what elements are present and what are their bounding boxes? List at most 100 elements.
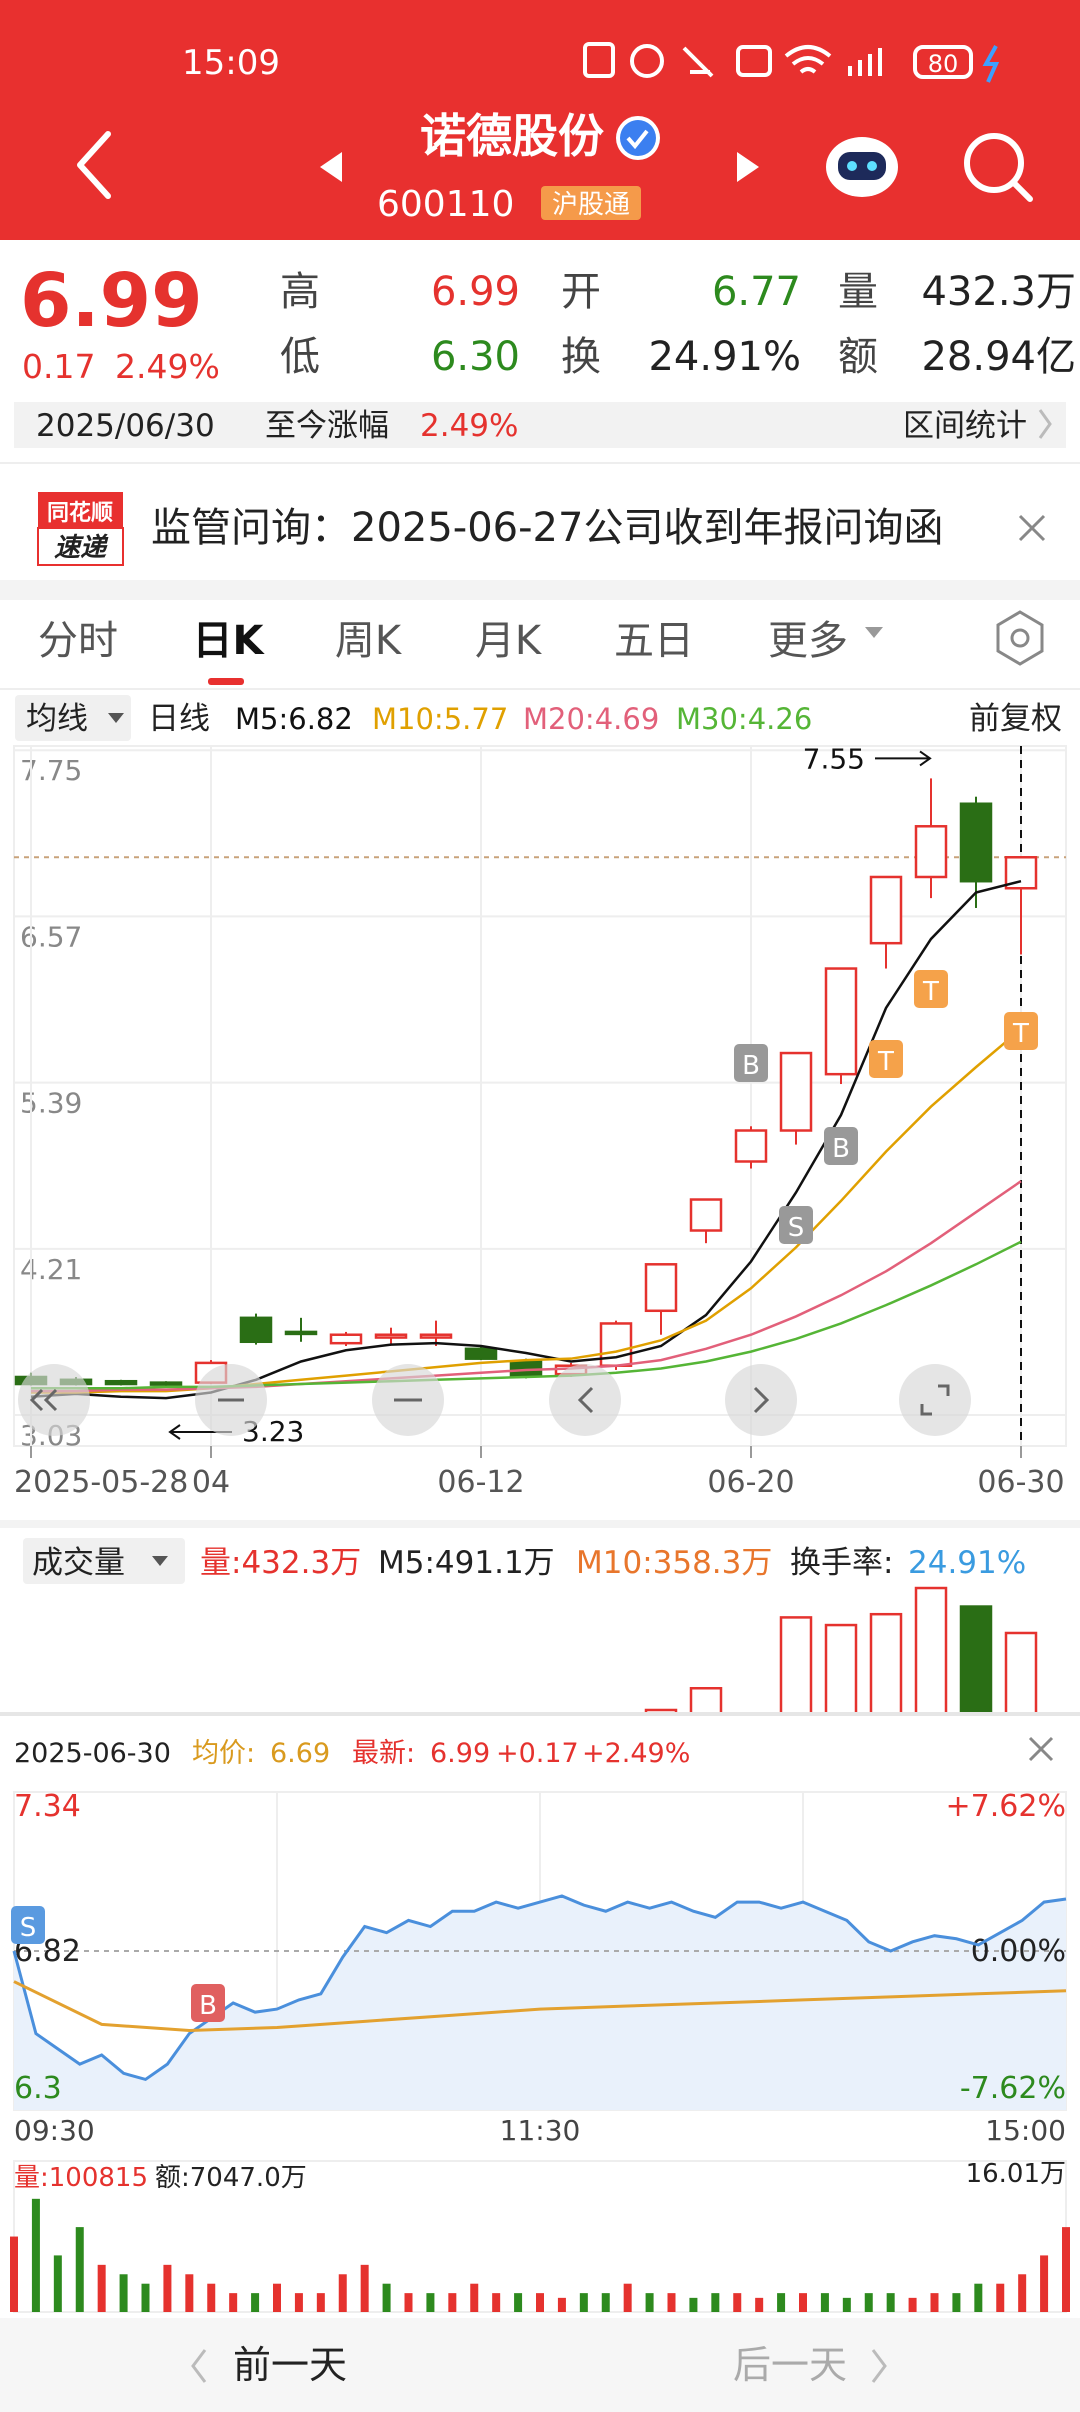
candle-body	[644, 1263, 678, 1313]
candle-body	[824, 967, 858, 1076]
candle-body	[419, 1333, 453, 1339]
header-icons	[77, 131, 1033, 202]
volume-m10: M10:358.3万	[576, 1545, 772, 1581]
ma-legend: M20:4.69	[523, 702, 659, 736]
tab-underline	[208, 678, 244, 685]
robot-icon[interactable]	[826, 137, 898, 197]
separator	[0, 580, 1080, 600]
intraday-volume-bar	[470, 2283, 479, 2312]
trade-marker[interactable]	[869, 1040, 903, 1078]
intraday-volume-bar	[689, 2297, 698, 2312]
trade-marker[interactable]	[734, 1044, 768, 1082]
chart-control-icon	[920, 1384, 950, 1416]
settings-icon[interactable]	[996, 610, 1044, 666]
range-stats-button[interactable]: 区间统计	[903, 408, 1027, 444]
volume-m5: M5:491.1万	[378, 1545, 555, 1581]
intraday-volume-bar	[53, 2255, 62, 2312]
candle-body	[689, 1198, 723, 1232]
intraday-volume-bar	[31, 2198, 40, 2312]
chart-control-button[interactable]	[549, 1364, 621, 1436]
ma-legend: M30:4.26	[676, 702, 812, 736]
field-value: 6.30	[431, 334, 520, 380]
trade-marker[interactable]	[824, 1127, 858, 1165]
volume-max-label: 16.01万	[966, 2159, 1066, 2189]
trade-marker[interactable]	[191, 1984, 225, 2022]
field-label: 高	[280, 269, 320, 315]
intraday-volume-bar	[426, 2293, 435, 2312]
trade-marker[interactable]	[914, 970, 948, 1008]
divider	[0, 688, 1080, 690]
adjust-label[interactable]: 前复权	[969, 701, 1062, 737]
tab[interactable]: 周K	[335, 618, 403, 664]
tab[interactable]: 月K	[475, 618, 543, 664]
intraday-volume-bar	[536, 2293, 544, 2312]
next-day-button[interactable]: 后一天	[733, 2343, 847, 2387]
chart-control-button[interactable]	[18, 1364, 90, 1436]
period-label: 日线	[148, 701, 210, 737]
intraday-amount-label: 额:7047.0万	[155, 2163, 307, 2193]
status-time: 15:09	[182, 43, 280, 83]
tab[interactable]: 更多	[768, 618, 848, 664]
sheet-shadow	[0, 1712, 1080, 1718]
range-value: 2.49%	[420, 408, 518, 444]
header-bg	[0, 0, 1080, 240]
news-text[interactable]: 监管问询：2025-06-27公司收到年报问询函	[151, 505, 943, 551]
avg-line	[13, 1980, 1067, 2033]
volume-bar	[869, 1612, 903, 1715]
chart-control-icon	[577, 1386, 594, 1414]
candle-body	[149, 1381, 183, 1386]
intraday-volume-bar	[75, 2227, 84, 2312]
y-tick-label: 4.21	[20, 1253, 82, 1286]
chart-control-button[interactable]	[899, 1364, 971, 1436]
intraday-volume-bar	[404, 2293, 413, 2312]
tab[interactable]: 日K	[193, 618, 266, 664]
prev-day-button[interactable]: 前一天	[233, 2343, 347, 2387]
news-logo-top-text: 同花顺	[47, 500, 113, 526]
candle-body	[104, 1379, 138, 1386]
kline-frame	[13, 745, 1067, 1447]
volume-button[interactable]: 成交量	[32, 1545, 125, 1581]
tab[interactable]: 五日	[614, 618, 694, 664]
prev-chevron	[191, 2349, 207, 2383]
chart-control-button[interactable]	[725, 1364, 797, 1436]
x-tick-label: 04	[192, 1465, 230, 1500]
search-button[interactable]	[964, 133, 1024, 193]
last-change: +0.17	[496, 1738, 579, 1769]
trade-marker[interactable]	[1004, 1012, 1038, 1050]
news-logo-bottom	[37, 527, 124, 566]
intraday-volume-bar	[799, 2293, 807, 2312]
volume-bar	[959, 1605, 993, 1715]
back-button[interactable]	[77, 131, 111, 199]
ma-button-bg[interactable]	[15, 695, 131, 741]
intraday-volume-bar	[338, 2274, 347, 2312]
intraday-volume-bar	[185, 2274, 194, 2312]
intraday-volume-bar	[864, 2293, 873, 2312]
intraday-volume-bar	[886, 2293, 895, 2312]
tab[interactable]: 分时	[38, 618, 118, 664]
next-stock[interactable]	[737, 152, 759, 182]
intraday-volume-bar	[733, 2293, 742, 2312]
intraday-volume-bar	[996, 2283, 1005, 2312]
intraday-volume-bar	[557, 2297, 566, 2312]
trade-marker[interactable]	[779, 1206, 813, 1244]
intraday-volume-bar	[601, 2293, 610, 2312]
market-tag: 沪股通	[552, 190, 630, 220]
intraday-volume-bar	[930, 2293, 939, 2312]
candle-body	[959, 802, 993, 883]
ma-button[interactable]: 均线	[26, 701, 88, 737]
intraday-volume-bar	[514, 2293, 523, 2312]
range-bar-bg[interactable]	[14, 402, 1066, 448]
sheet-close[interactable]	[1028, 1736, 1054, 1762]
volume-button-bg[interactable]	[23, 1538, 185, 1584]
prev-stock[interactable]	[320, 152, 342, 182]
trade-marker[interactable]	[11, 1906, 45, 1944]
x-tick-label: 06-30	[977, 1465, 1064, 1500]
avg-label: 均价:	[192, 1738, 255, 1769]
intraday-volume-bar	[579, 2293, 588, 2312]
candle-body	[734, 1129, 768, 1163]
x-tick-label: 06-12	[437, 1465, 524, 1500]
news-close[interactable]	[1018, 514, 1046, 542]
field-label: 换	[561, 334, 601, 380]
intraday-volume-bar	[163, 2264, 172, 2312]
